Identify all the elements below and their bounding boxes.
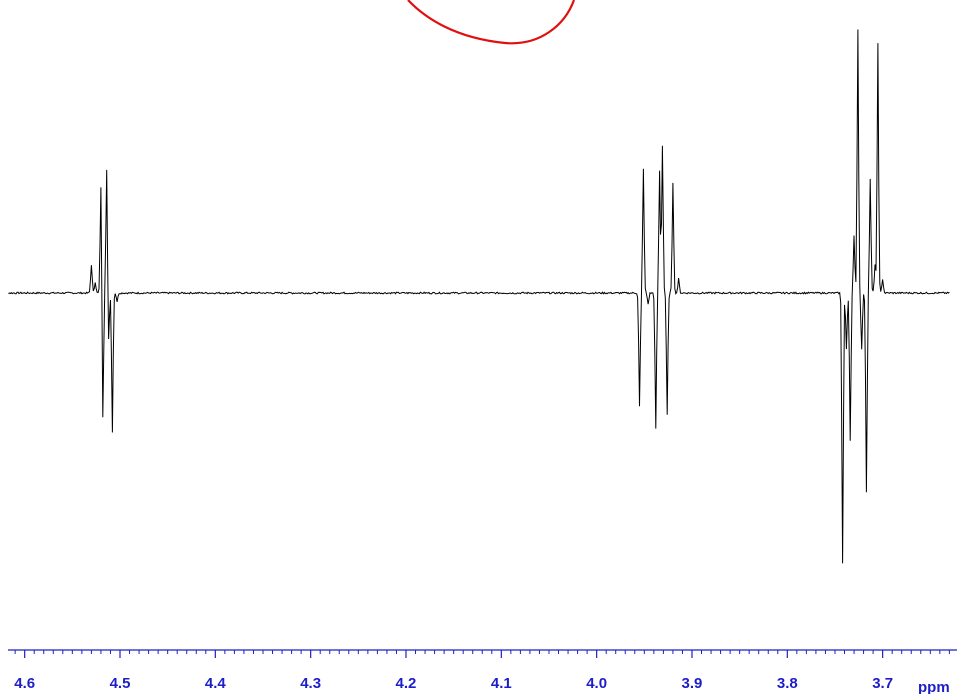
peak-point-16 xyxy=(672,182,673,183)
tick-labels: 4.6 4.5 4.4 4.3 4.2 4.1 4.0 3.9 3.8 3.7 xyxy=(14,675,893,692)
tick-label-4.5: 4.5 xyxy=(110,675,131,692)
peak-point-5 xyxy=(106,167,107,168)
peaks-layer xyxy=(91,28,883,563)
tick-label-4.6: 4.6 xyxy=(14,675,35,692)
x-axis-unit-label: ppm xyxy=(918,679,950,694)
tick-label-4.3: 4.3 xyxy=(300,675,321,692)
peak-point-10 xyxy=(643,167,644,168)
peak-point-22 xyxy=(857,28,858,29)
tick-label-3.7: 3.7 xyxy=(872,675,893,692)
tick-label-4.0: 4.0 xyxy=(586,675,607,692)
ppm-axis: 4.6 4.5 4.4 4.3 4.2 4.1 4.0 3.9 3.8 3.7 ppm xyxy=(8,649,957,694)
peak-point-19 xyxy=(846,349,847,350)
peak-point-12 xyxy=(655,429,656,430)
peak-point-3 xyxy=(100,182,101,183)
peak-point-28 xyxy=(882,278,883,279)
peak-point-14 xyxy=(662,145,663,146)
tick-label-4.2: 4.2 xyxy=(396,675,417,692)
minor-ticks xyxy=(14,650,950,654)
tick-label-3.8: 3.8 xyxy=(777,675,798,692)
spectrum-trace xyxy=(8,29,950,564)
red-freehand-annotation xyxy=(407,0,576,45)
peak-point-1 xyxy=(91,264,92,265)
major-ticks xyxy=(24,650,884,658)
peak-point-2 xyxy=(95,281,96,282)
peak-point-6 xyxy=(108,344,109,345)
tick-label-4.4: 4.4 xyxy=(205,675,227,692)
peak-point-23 xyxy=(861,349,862,350)
peak-point-4 xyxy=(102,420,103,421)
tick-label-3.9: 3.9 xyxy=(682,675,703,692)
tick-label-4.1: 4.1 xyxy=(491,675,512,692)
